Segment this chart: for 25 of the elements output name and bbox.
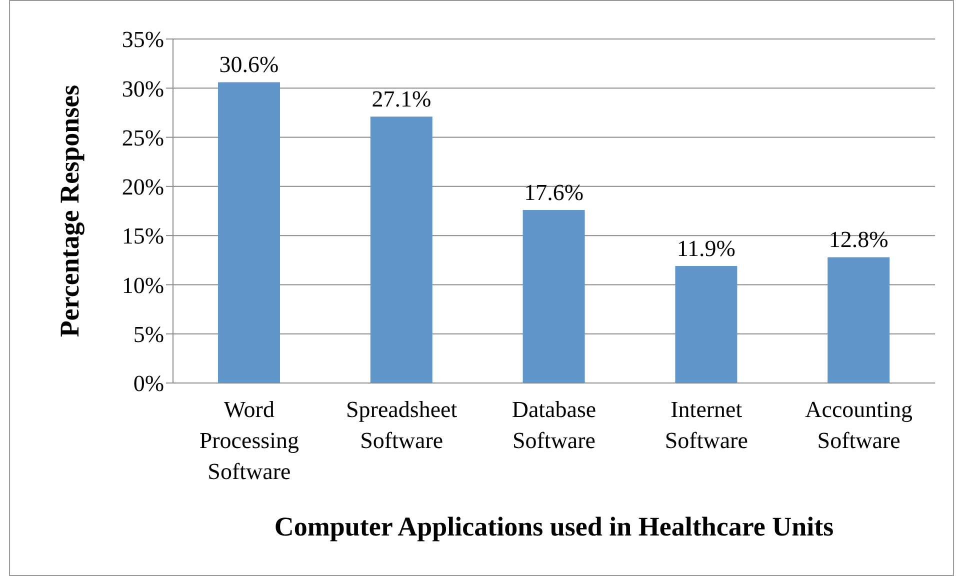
x-tick-label: Spreadsheet Software [346, 397, 458, 453]
data-label: 11.9% [676, 236, 736, 262]
y-tick-label: 25% [122, 125, 164, 150]
y-tick-label: 30% [122, 76, 164, 102]
x-tick-label: Internet Software [664, 397, 748, 453]
x-tick-label: Word Processing Software [199, 397, 300, 484]
data-label: 17.6% [524, 180, 584, 206]
bar [370, 116, 432, 383]
y-tick-label: 20% [122, 174, 164, 200]
y-tick-label: 0% [133, 371, 164, 396]
x-tick-label: Accounting Software [805, 397, 913, 453]
y-tick-label: 15% [122, 224, 164, 249]
bar [522, 210, 585, 383]
y-axis-title: Percentage Responses [54, 84, 86, 338]
data-label: 27.1% [372, 86, 432, 112]
y-tick-label: 10% [122, 272, 164, 298]
x-axis-title: Computer Applications used in Healthcare Units [274, 512, 834, 542]
y-tick-label: 35% [122, 27, 164, 52]
bar [218, 82, 280, 383]
data-label: 12.8% [828, 227, 888, 252]
data-label: 30.6% [219, 52, 279, 78]
y-tick-label: 5% [133, 322, 164, 348]
bar [675, 266, 738, 383]
x-tick-label: Database Software [512, 397, 596, 453]
bar [828, 257, 890, 383]
